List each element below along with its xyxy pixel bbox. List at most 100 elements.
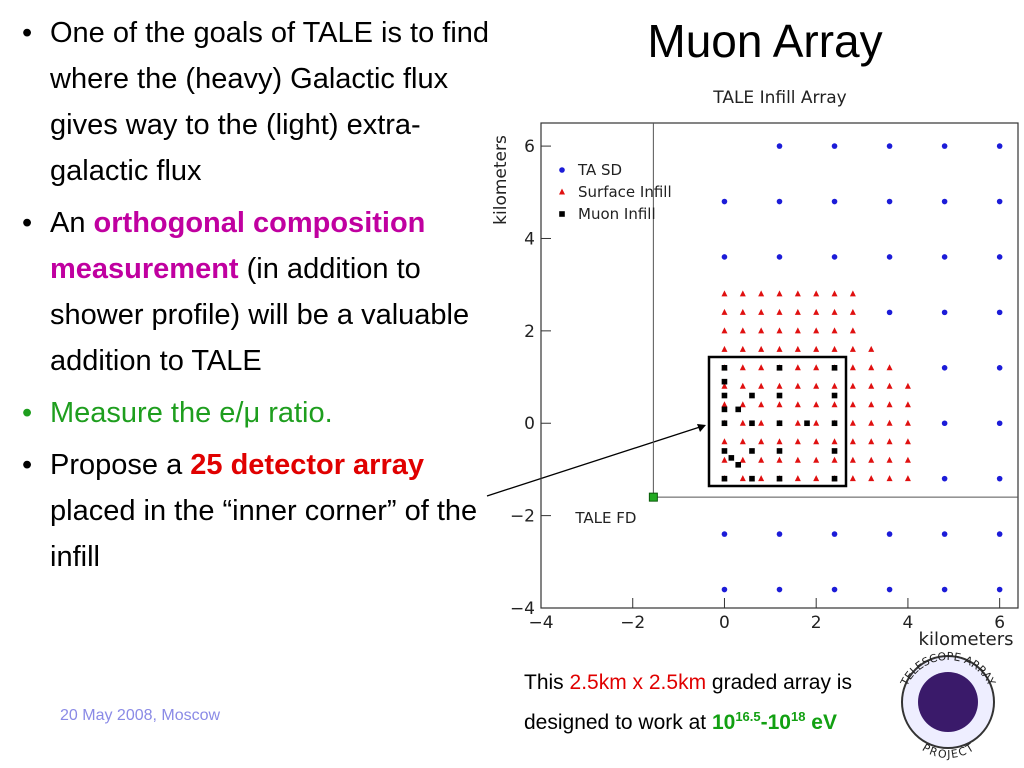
point xyxy=(758,382,765,389)
point xyxy=(813,327,820,334)
point xyxy=(776,438,783,445)
point xyxy=(813,345,820,352)
legend-label: TA SD xyxy=(577,161,622,179)
point xyxy=(831,308,838,315)
point xyxy=(776,531,783,537)
point xyxy=(813,419,820,426)
point xyxy=(794,364,801,371)
point xyxy=(721,448,728,454)
point xyxy=(776,143,783,149)
point xyxy=(735,462,742,468)
x-tick-label: 6 xyxy=(994,613,1005,633)
point xyxy=(831,198,838,205)
point xyxy=(831,475,838,482)
point xyxy=(776,327,783,334)
point xyxy=(758,327,765,334)
point xyxy=(849,308,856,315)
point xyxy=(776,401,783,408)
point xyxy=(831,420,838,427)
point xyxy=(758,475,765,482)
bullet-text: Measure the e/μ ratio. xyxy=(50,397,333,429)
legend-marker xyxy=(559,167,565,173)
slide-title: Muon Array xyxy=(647,15,883,67)
point xyxy=(813,401,820,408)
point xyxy=(813,382,820,389)
legend-marker xyxy=(559,211,565,217)
point xyxy=(849,401,856,408)
point xyxy=(831,456,838,463)
point xyxy=(868,419,875,426)
point xyxy=(794,308,801,315)
point xyxy=(941,531,948,537)
point xyxy=(904,401,911,408)
point xyxy=(776,290,783,297)
point xyxy=(941,254,948,260)
point xyxy=(831,448,838,454)
x-tick-label: 4 xyxy=(903,613,914,633)
point xyxy=(831,382,838,389)
point xyxy=(804,420,810,427)
point xyxy=(739,475,746,482)
bullet-emphasis: 25 detector array xyxy=(190,449,425,481)
point xyxy=(739,290,746,297)
point xyxy=(941,586,948,593)
bullet: One of the goals of TALE is to find wher… xyxy=(14,10,494,194)
point xyxy=(941,198,948,205)
point xyxy=(941,420,948,427)
point xyxy=(886,419,893,426)
point xyxy=(758,345,765,352)
point xyxy=(739,382,746,389)
point xyxy=(721,406,728,413)
bullet: Measure the e/μ ratio. xyxy=(14,390,494,436)
point xyxy=(849,382,856,389)
plot-frame xyxy=(540,122,1019,609)
y-tick-label: −4 xyxy=(510,599,535,619)
legend-label: Muon Infill xyxy=(578,205,656,223)
bullet-text: One of the goals of TALE is to find wher… xyxy=(50,17,490,187)
point xyxy=(721,290,728,297)
point xyxy=(831,401,838,408)
point xyxy=(904,438,911,445)
y-tick-label: 2 xyxy=(524,322,535,342)
point xyxy=(996,254,1003,260)
bullet-list: One of the goals of TALE is to find wher… xyxy=(14,10,494,586)
point xyxy=(849,456,856,463)
x-axis-label: kilometers xyxy=(919,629,1014,650)
point xyxy=(813,456,820,463)
point xyxy=(941,309,948,316)
point xyxy=(996,420,1003,427)
point xyxy=(831,254,838,260)
point xyxy=(886,364,893,371)
point xyxy=(776,198,783,205)
caption-sup: 16.5 xyxy=(735,709,761,724)
point xyxy=(739,456,746,463)
point xyxy=(831,143,838,149)
point xyxy=(831,290,838,297)
point xyxy=(868,345,875,352)
point xyxy=(735,406,742,413)
x-tick-label: 0 xyxy=(719,613,730,633)
point xyxy=(813,438,820,445)
point xyxy=(886,143,893,149)
y-axis-label: kilometers xyxy=(491,135,511,225)
chart-title: TALE Infill Array xyxy=(712,88,846,108)
point xyxy=(758,308,765,315)
x-tick-label: 2 xyxy=(811,613,822,633)
point xyxy=(721,531,728,537)
point xyxy=(776,392,783,399)
point xyxy=(739,308,746,315)
point xyxy=(996,198,1003,205)
point xyxy=(886,586,893,593)
point xyxy=(886,254,893,260)
point xyxy=(739,438,746,445)
point xyxy=(776,308,783,315)
point xyxy=(794,345,801,352)
point xyxy=(794,475,801,482)
logo: TELESCOPE ARRAY PROJECT xyxy=(898,650,998,761)
x-tick-label: −4 xyxy=(528,613,553,633)
point xyxy=(886,531,893,537)
caption-emphasis: 2.5km x 2.5km xyxy=(569,671,707,694)
point xyxy=(776,365,783,371)
point xyxy=(776,254,783,260)
